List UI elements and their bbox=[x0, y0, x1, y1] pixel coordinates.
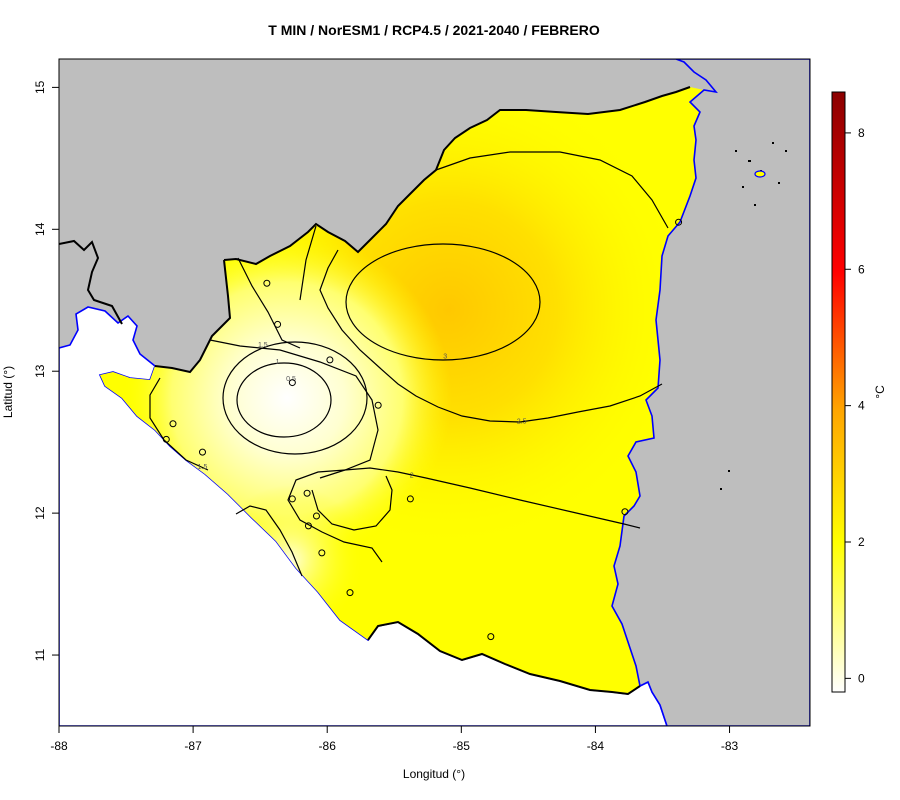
x-axis: -88 -87 -86 -85 -84 -83 bbox=[50, 726, 739, 753]
colorbar-tick-label: 6 bbox=[858, 262, 865, 276]
island bbox=[735, 150, 737, 152]
stations bbox=[162, 218, 683, 641]
colorbar-tick-label: 8 bbox=[858, 126, 865, 140]
contour-label: 2.5 bbox=[517, 419, 527, 426]
colorbar-ticks: 0 2 4 6 8 bbox=[845, 126, 865, 685]
honduras-border bbox=[59, 86, 691, 374]
map-title: T MIN / NorESM1 / RCP4.5 / 2021-2040 / F… bbox=[268, 22, 600, 38]
contour-label: 1 bbox=[276, 359, 280, 366]
station-marker bbox=[312, 512, 320, 520]
station-marker bbox=[162, 435, 170, 443]
y-tick-label: 11 bbox=[33, 648, 47, 661]
island bbox=[778, 182, 780, 184]
station-marker bbox=[374, 401, 382, 409]
station-marker bbox=[288, 379, 296, 387]
island bbox=[772, 142, 774, 144]
x-tick-label: -83 bbox=[721, 739, 739, 753]
heat-overlay-cool-south bbox=[100, 87, 704, 694]
station-marker bbox=[169, 420, 177, 428]
y-tick-label: 13 bbox=[33, 364, 47, 378]
x-tick-label: -84 bbox=[587, 739, 605, 753]
station-marker bbox=[346, 589, 354, 597]
corn-island bbox=[754, 170, 766, 178]
contour-1-5-coast bbox=[149, 377, 209, 471]
costa-rica-border bbox=[367, 620, 641, 696]
y-axis: 11 12 13 14 15 bbox=[33, 80, 59, 661]
y-tick-label: 12 bbox=[33, 506, 47, 520]
colorbar-tick-label: 2 bbox=[858, 535, 865, 549]
station-marker bbox=[621, 508, 629, 516]
contour-lines bbox=[149, 151, 669, 577]
station-marker bbox=[675, 218, 683, 226]
station-marker bbox=[274, 320, 282, 328]
station-marker bbox=[406, 495, 414, 503]
contour-label: 1.5 bbox=[198, 464, 208, 471]
colorbar-label: °C bbox=[873, 385, 887, 399]
contour-2-loop bbox=[311, 475, 393, 531]
station-marker bbox=[263, 279, 271, 287]
station-marker bbox=[288, 495, 296, 503]
colorbar-tick-label: 4 bbox=[858, 399, 865, 413]
contour-2-mid bbox=[319, 467, 641, 529]
contour-label: 3 bbox=[443, 353, 447, 360]
contour-label: 1.5 bbox=[258, 342, 268, 349]
plot-frame bbox=[58, 58, 811, 727]
contour-2-5-north bbox=[435, 151, 669, 229]
island bbox=[742, 186, 744, 188]
island bbox=[728, 470, 730, 472]
x-tick-label: -88 bbox=[50, 739, 68, 753]
colorbar: 0 2 4 6 8 °C bbox=[831, 91, 887, 693]
station-marker bbox=[326, 356, 334, 364]
contour-1-ring bbox=[222, 341, 368, 455]
contour-label: 2 bbox=[410, 473, 414, 480]
y-axis-label: Latitud (°) bbox=[1, 366, 15, 418]
island bbox=[748, 160, 751, 162]
y-tick-label: 15 bbox=[33, 80, 47, 94]
station-marker bbox=[198, 448, 206, 456]
contour-3-ring bbox=[345, 243, 541, 361]
island bbox=[720, 488, 722, 490]
station-marker bbox=[487, 633, 495, 641]
x-tick-label: -85 bbox=[453, 739, 471, 753]
contour-1-south bbox=[235, 505, 303, 577]
colorbar-tick-label: 0 bbox=[858, 671, 865, 685]
contour-0-5-ring bbox=[236, 362, 332, 438]
station-marker bbox=[304, 522, 312, 530]
island bbox=[785, 150, 787, 152]
x-tick-label: -86 bbox=[319, 739, 337, 753]
y-tick-label: 14 bbox=[33, 222, 47, 236]
caribbean-sea bbox=[611, 59, 810, 726]
station-marker bbox=[303, 489, 311, 497]
station-marker bbox=[318, 549, 326, 557]
x-tick-label: -87 bbox=[184, 739, 202, 753]
map-panel: 0.511.51.522.53 bbox=[59, 59, 810, 726]
contour-2-west bbox=[237, 225, 317, 349]
region-boundary-line bbox=[319, 249, 663, 423]
island bbox=[754, 204, 756, 206]
colorbar-ramp bbox=[831, 91, 846, 693]
x-axis-label: Longitud (°) bbox=[403, 767, 465, 781]
